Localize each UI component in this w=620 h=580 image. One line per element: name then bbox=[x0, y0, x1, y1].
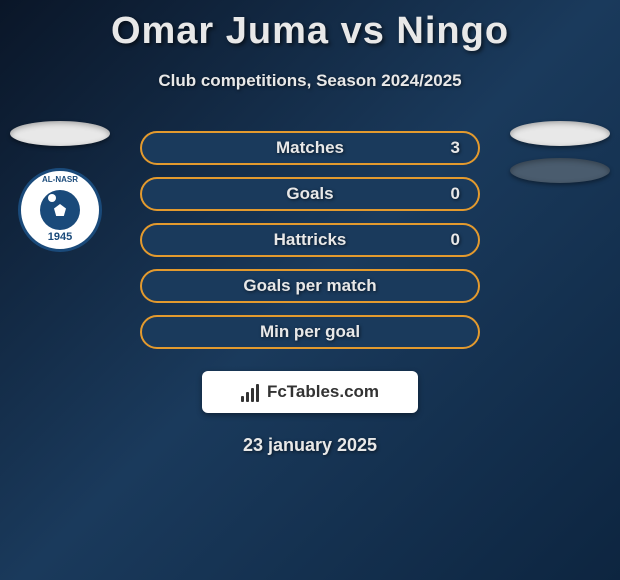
soccer-ball-icon bbox=[40, 190, 80, 230]
club-badge-year: 1945 bbox=[48, 231, 72, 243]
stat-row-goals: Goals 0 bbox=[140, 177, 480, 211]
page-title: Omar Juma vs Ningo bbox=[0, 0, 620, 53]
stat-rows: Matches 3 Goals 0 Hattricks 0 Goals per … bbox=[140, 131, 480, 349]
brand-text: FcTables.com bbox=[267, 382, 379, 402]
bar-chart-icon bbox=[241, 382, 261, 402]
stat-label: Goals per match bbox=[243, 276, 376, 296]
stat-row-hattricks: Hattricks 0 bbox=[140, 223, 480, 257]
right-ellipse-2 bbox=[510, 158, 610, 183]
left-player-column: AL-NASR 1945 bbox=[0, 121, 120, 252]
stat-row-goals-per-match: Goals per match bbox=[140, 269, 480, 303]
stat-label: Goals bbox=[286, 184, 333, 204]
stat-label: Min per goal bbox=[260, 322, 360, 342]
stat-value: 0 bbox=[451, 230, 460, 250]
comparison-content: AL-NASR 1945 Matches 3 Goals 0 Hattricks… bbox=[0, 131, 620, 456]
right-player-column bbox=[500, 121, 620, 183]
stat-label: Hattricks bbox=[274, 230, 347, 250]
club-badge: AL-NASR 1945 bbox=[18, 168, 102, 252]
stat-row-min-per-goal: Min per goal bbox=[140, 315, 480, 349]
left-ellipse-1 bbox=[10, 121, 110, 146]
right-ellipse-1 bbox=[510, 121, 610, 146]
snapshot-date: 23 january 2025 bbox=[0, 435, 620, 456]
stat-row-matches: Matches 3 bbox=[140, 131, 480, 165]
stat-value: 0 bbox=[451, 184, 460, 204]
club-badge-name: AL-NASR bbox=[42, 175, 78, 184]
brand-logo: FcTables.com bbox=[202, 371, 418, 413]
stat-value: 3 bbox=[451, 138, 460, 158]
subtitle: Club competitions, Season 2024/2025 bbox=[0, 71, 620, 91]
stat-label: Matches bbox=[276, 138, 344, 158]
